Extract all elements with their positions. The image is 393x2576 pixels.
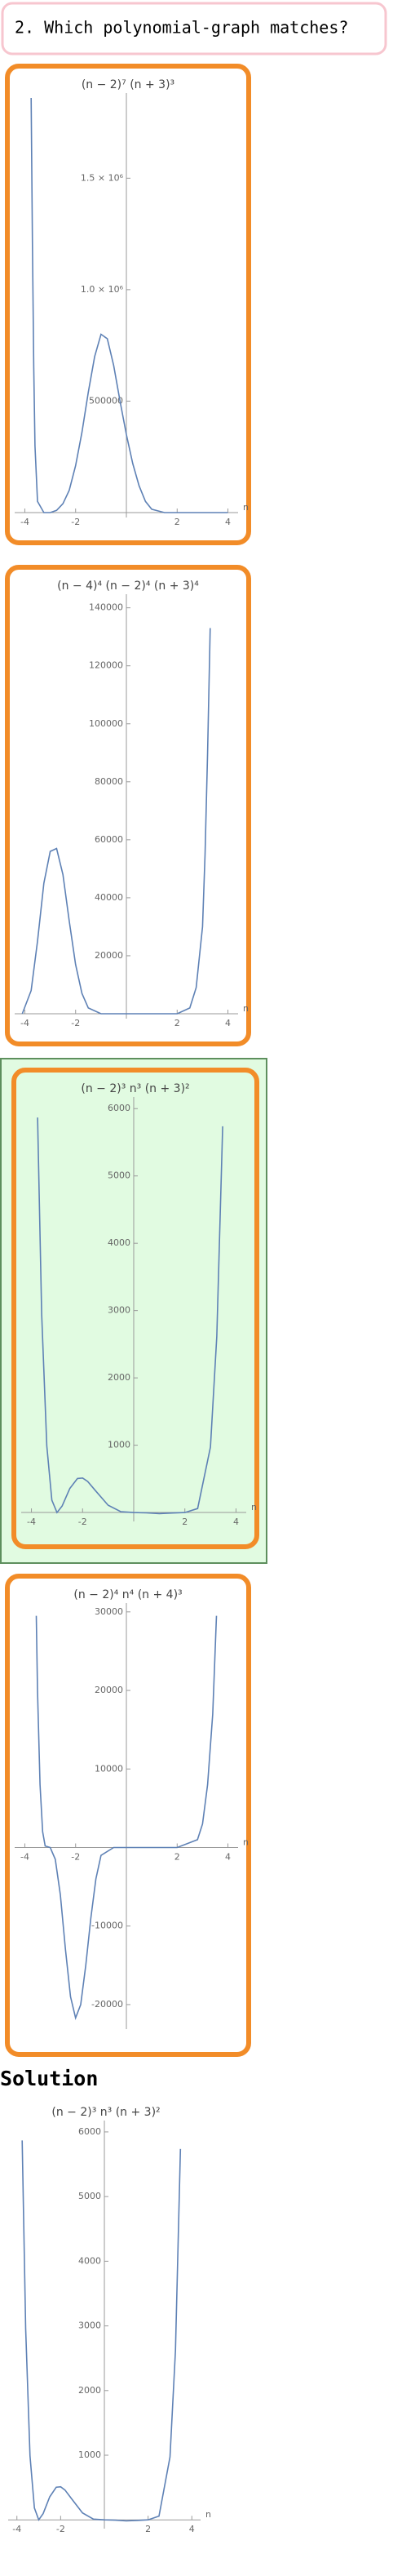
chart-title: (n − 2)⁴ n⁴ (n + 4)³ [73,1588,182,1601]
chart-title: (n − 2)³ n³ (n + 3)² [81,1082,189,1095]
y-tick-label: 10000 [95,1763,123,1774]
x-tick-label: 4 [189,2524,195,2534]
x-tick-label: -2 [71,517,80,527]
curve [30,97,228,513]
x-tick-label: -2 [71,1018,80,1028]
x-tick-label: 4 [225,1018,231,1028]
x-axis-label: n [251,1502,257,1512]
y-tick-label: 4000 [108,1237,130,1248]
option-card[interactable] [5,1574,251,2057]
y-tick-label: 5000 [78,2191,101,2201]
x-tick-label: 2 [174,1018,180,1028]
x-axis-label: n [243,1837,249,1847]
option-card[interactable] [5,565,251,1046]
y-tick-label: 120000 [89,660,123,671]
x-axis-label: n [243,1003,249,1014]
x-tick-label: 4 [233,1517,239,1527]
chart-title: (n − 2)⁷ (n + 3)³ [82,78,174,91]
y-tick-label: 2000 [78,2385,101,2396]
x-tick-label: 2 [182,1517,188,1527]
x-axis-label: n [243,502,249,513]
y-tick-label: 3000 [108,1305,130,1316]
y-tick-label: 4000 [78,2255,101,2266]
chart-title: (n − 4)⁴ (n − 2)⁴ (n + 3)⁴ [57,580,199,593]
y-tick-label: 6000 [108,1103,130,1113]
x-tick-label: -4 [20,1018,29,1028]
curve [35,1615,218,2020]
y-tick-label: 80000 [95,776,123,787]
y-tick-label: -20000 [91,1999,123,2010]
x-tick-label: -4 [12,2524,21,2534]
x-tick-label: -2 [56,2524,65,2534]
y-tick-label: 1.0 × 10⁶ [81,284,124,295]
y-tick-label: -10000 [91,1921,123,1931]
x-tick-label: -2 [78,1517,87,1527]
x-tick-label: -4 [27,1517,36,1527]
y-tick-label: 6000 [78,2126,101,2137]
curve [37,1117,223,1515]
x-axis-label: n [205,2509,211,2520]
y-tick-label: 2000 [108,1372,130,1383]
x-tick-label: 4 [225,517,231,527]
question: 2. Which polynomial-graph matches? [15,18,348,38]
y-tick-label: 3000 [78,2321,101,2331]
y-tick-label: 1000 [78,2449,101,2460]
x-tick-label: 2 [174,1851,180,1862]
x-tick-label: -2 [71,1851,80,1862]
y-tick-label: 100000 [89,718,123,729]
option-card[interactable] [11,1068,259,1549]
y-tick-label: 40000 [95,892,123,903]
chart-title: (n − 2)³ n³ (n + 3)² [51,2106,160,2119]
y-tick-label: 1.5 × 10⁶ [81,172,124,183]
option-card[interactable] [5,64,251,545]
y-tick-label: 500000 [89,395,123,406]
y-tick-label: 140000 [89,602,123,613]
y-tick-label: 1000 [108,1440,130,1450]
x-tick-label: -4 [20,517,29,527]
y-tick-label: 20000 [95,1685,123,1695]
x-tick-label: 2 [145,2524,151,2534]
curve [21,2140,182,2522]
y-tick-label: 60000 [95,834,123,845]
y-tick-label: 30000 [95,1606,123,1617]
x-tick-label: 2 [174,517,180,527]
y-tick-label: 5000 [108,1170,130,1181]
question-box [1,2,387,56]
x-tick-label: 4 [225,1851,231,1862]
curve [21,628,211,1015]
y-tick-label: 20000 [95,950,123,961]
x-tick-label: -4 [20,1851,29,1862]
solution-heading: Solution [0,2067,98,2090]
